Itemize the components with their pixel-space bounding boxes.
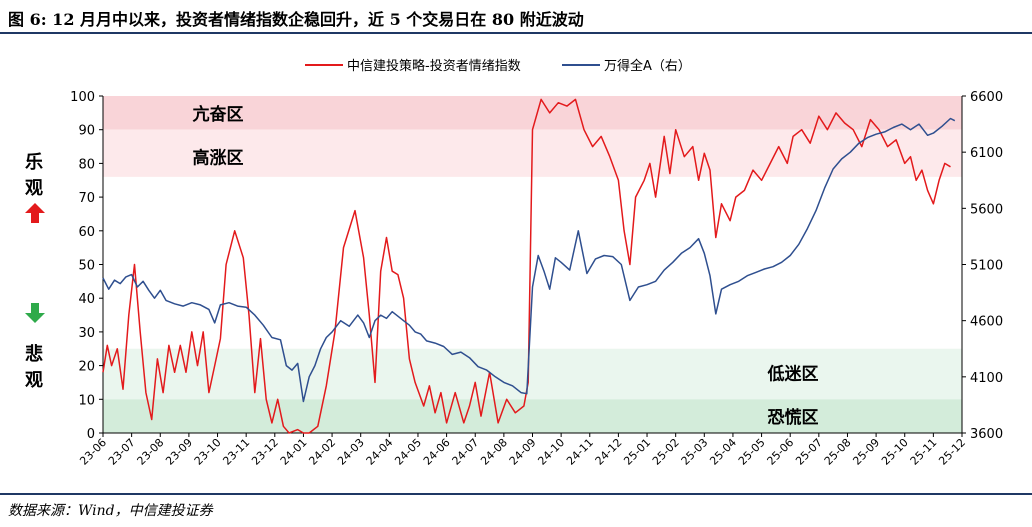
x-tick-label-2: 23-08	[135, 436, 167, 468]
zone-band-3	[103, 399, 962, 433]
source-note: 数据来源：Wind，中信建投证券	[8, 503, 213, 519]
right-tick-label-5: 6100	[970, 146, 1003, 161]
x-tick-label-18: 24-12	[593, 436, 625, 468]
x-tick-label-27: 25-09	[850, 436, 882, 468]
optimistic-char-1: 乐	[25, 152, 43, 173]
zone-label-3: 恐慌区	[768, 407, 819, 428]
arrow-up-icon	[25, 203, 45, 223]
x-tick-label-16: 24-10	[535, 436, 567, 468]
left-tick-label-2: 20	[78, 360, 95, 375]
series-line-0	[102, 98, 951, 434]
x-tick-label-28: 25-10	[879, 436, 911, 468]
zone-label-1: 高涨区	[193, 148, 244, 169]
x-tick-label-12: 24-06	[421, 436, 453, 468]
x-tick-label-5: 23-11	[220, 436, 252, 468]
pessimistic-char-2: 观	[25, 370, 43, 391]
left-tick-label-10: 100	[70, 90, 95, 105]
x-tick-label-21: 25-03	[679, 436, 711, 468]
x-tick-label-29: 25-11	[908, 436, 940, 468]
optimistic-label: 乐 观	[22, 148, 46, 200]
x-tick-label-8: 24-02	[306, 436, 338, 468]
left-tick-label-9: 90	[78, 124, 95, 139]
right-tick-label-0: 3600	[970, 427, 1003, 442]
x-tick-label-19: 25-01	[621, 436, 653, 468]
x-tick-label-15: 24-09	[507, 436, 539, 468]
x-tick-label-13: 24-07	[450, 436, 482, 468]
x-tick-label-30: 25-12	[936, 436, 968, 468]
left-tick-label-7: 70	[78, 191, 95, 206]
optimistic-char-2: 观	[25, 178, 43, 199]
left-tick-label-6: 60	[78, 225, 95, 240]
left-tick-label-4: 40	[78, 292, 95, 307]
x-tick-label-11: 24-05	[392, 436, 424, 468]
x-tick-label-22: 25-04	[707, 436, 739, 468]
x-tick-label-17: 24-11	[564, 436, 596, 468]
legend-label-1: 万得全A（右）	[604, 58, 691, 74]
x-tick-label-25: 25-07	[793, 436, 825, 468]
x-tick-label-7: 24-01	[278, 436, 310, 468]
x-tick-label-14: 24-08	[478, 436, 510, 468]
left-tick-label-3: 30	[78, 326, 95, 341]
top-rule	[0, 32, 1032, 34]
x-tick-label-24: 25-06	[765, 436, 797, 468]
x-tick-label-9: 24-03	[335, 436, 367, 468]
right-tick-label-1: 4100	[970, 371, 1003, 386]
right-tick-label-3: 5100	[970, 259, 1003, 274]
x-tick-label-4: 23-10	[192, 436, 224, 468]
left-tick-label-1: 10	[78, 393, 95, 408]
right-tick-label-2: 4600	[970, 315, 1003, 330]
zone-label-0: 亢奋区	[193, 104, 244, 125]
zone-label-2: 低迷区	[767, 363, 819, 384]
x-tick-label-20: 25-02	[650, 436, 682, 468]
x-tick-label-23: 25-05	[736, 436, 768, 468]
x-tick-label-10: 24-04	[364, 436, 396, 468]
left-tick-label-0: 0	[87, 427, 95, 442]
bottom-rule	[0, 493, 1032, 495]
pessimistic-label: 悲 观	[22, 340, 46, 392]
right-tick-label-4: 5600	[970, 202, 1003, 217]
x-tick-label-26: 25-08	[822, 436, 854, 468]
x-tick-label-6: 23-12	[249, 436, 281, 468]
pessimistic-char-1: 悲	[25, 344, 43, 365]
zone-band-0	[103, 96, 962, 130]
left-tick-label-8: 80	[78, 157, 95, 172]
legend-label-0: 中信建投策略-投资者情绪指数	[347, 58, 521, 74]
figure-title: 图 6: 12 月月中以来，投资者情绪指数企稳回升，近 5 个交易日在 80 附…	[8, 10, 584, 29]
left-tick-label-5: 50	[78, 259, 95, 274]
zone-band-2	[103, 348, 962, 400]
x-tick-label-1: 23-07	[106, 436, 138, 468]
arrow-down-icon	[25, 303, 45, 323]
x-tick-label-3: 23-09	[163, 436, 195, 468]
series-line-1	[102, 117, 956, 403]
right-tick-label-6: 6600	[970, 90, 1003, 105]
